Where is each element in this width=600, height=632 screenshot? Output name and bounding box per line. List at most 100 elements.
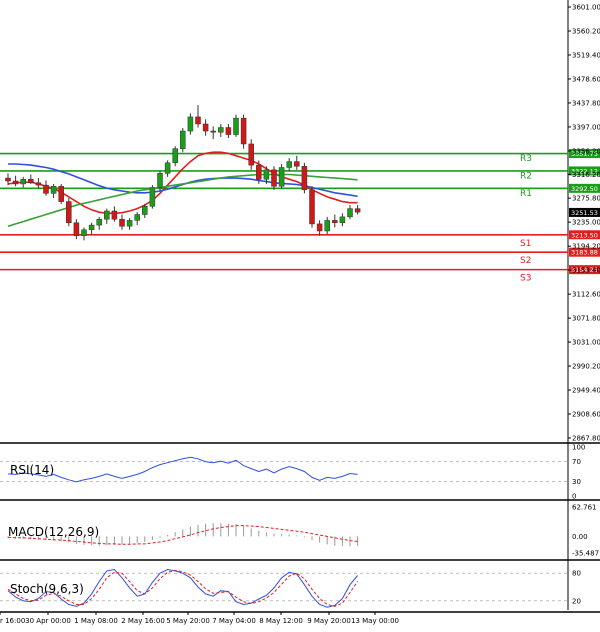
price-tick-label: 3397.00 (572, 123, 600, 131)
candle-body (35, 182, 42, 186)
stoch-line (7, 569, 359, 607)
candle-body (73, 222, 80, 236)
current-price-badge (569, 207, 600, 217)
macd-signal-line (7, 525, 358, 545)
candle-body (271, 169, 277, 187)
price-tick-label: 3235.00 (572, 219, 600, 227)
candle-body (149, 187, 156, 207)
candle-body (28, 178, 34, 184)
x-tick-label: 7 May 04:00 (212, 617, 256, 625)
level-name-label: R3 (520, 154, 532, 164)
rsi-tick-label: 30 (572, 478, 581, 486)
level-name-label: R1 (520, 189, 532, 199)
candle-body (12, 180, 19, 185)
candle-body (248, 143, 254, 166)
candle-body (218, 127, 224, 133)
candle-body (347, 208, 353, 218)
candle-body (180, 130, 186, 149)
candle-body (233, 117, 239, 135)
candle-body (66, 201, 72, 223)
stoch-tick-label: 80 (572, 570, 581, 578)
candle-body (301, 166, 308, 191)
candle-body (172, 148, 178, 164)
x-tick-label: 9 May 20:00 (307, 617, 351, 625)
candle-body (309, 189, 315, 225)
level-name-label: S2 (520, 256, 531, 266)
level-badge (569, 166, 600, 176)
price-tick-label: 3478.60 (572, 75, 600, 83)
stoch-line (7, 568, 358, 608)
price-tick-label: 3519.40 (572, 51, 600, 59)
level-value-label: 3322.12 (571, 167, 598, 175)
candle-body (286, 161, 292, 168)
macd-title: MACD(12,26,9) (8, 525, 99, 539)
level-value-label: 3292.50 (571, 185, 598, 193)
candle-body (256, 164, 262, 180)
rsi-tick-label: 100 (572, 444, 585, 452)
candle-body (324, 220, 330, 232)
candle-body (5, 177, 11, 182)
candle-body (88, 224, 95, 231)
rsi-line (7, 456, 358, 483)
candle-body (294, 161, 300, 167)
price-tick-label: 3112.60 (572, 291, 600, 299)
x-tick-label: 1 May 08:00 (74, 617, 118, 625)
x-tick-label: r 16:00 (0, 617, 25, 625)
price-tick-label: 3601.00 (572, 4, 600, 12)
price-tick-label: 2990.20 (572, 363, 600, 371)
candle-body (142, 206, 148, 215)
stoch-title: Stoch(9,6,3) (10, 582, 84, 596)
price-tick-label: 2908.60 (572, 411, 600, 419)
x-tick-label: 30 Apr 00:00 (25, 617, 71, 625)
macd-tick-label: 62.761 (572, 504, 597, 512)
macd-tick-label: 0.00 (572, 533, 588, 541)
candle-body (43, 184, 49, 194)
level-value-label: 3351.75 (571, 150, 598, 158)
candle-body (50, 186, 57, 194)
candle-body (195, 116, 201, 125)
candle-body (104, 210, 110, 220)
price-tick-label: 3194.20 (572, 243, 600, 251)
level-name-label: R2 (520, 171, 532, 181)
x-tick-label: 2 May 16:00 (121, 617, 165, 625)
level-value-label: 3213.50 (571, 231, 598, 239)
price-tick-label: 3437.80 (572, 99, 600, 107)
candle-body (96, 218, 102, 226)
candle-body (210, 130, 216, 133)
level-name-label: S1 (520, 239, 531, 249)
rsi-title: RSI(14) (10, 463, 54, 477)
candle-body (119, 218, 125, 227)
candle-body (157, 173, 163, 188)
candle-body (278, 167, 285, 187)
candle-body (134, 214, 140, 221)
price-tick-label: 3153.40 (572, 267, 600, 275)
candle-body (240, 117, 247, 145)
candle-body (164, 162, 171, 174)
level-badge (569, 265, 600, 275)
x-tick-label: 13 May 00:00 (351, 617, 399, 625)
x-tick-label: 5 May 20:00 (166, 617, 210, 625)
x-tick-label: 8 May 12:00 (259, 617, 303, 625)
candle-body (316, 223, 323, 232)
candle-body (202, 123, 209, 132)
candle-body (354, 208, 361, 213)
candle-body (58, 186, 64, 202)
candle-body (81, 229, 87, 236)
candle-body (111, 210, 118, 220)
level-value-label: 3154.25 (571, 266, 598, 274)
stoch-tick-label: 20 (572, 597, 581, 605)
current-price-label: 3251.53 (571, 209, 598, 217)
macd-tick-label: -35.487 (572, 550, 599, 558)
candle-body (263, 169, 270, 180)
price-tick-label: 3031.00 (572, 339, 600, 347)
candle-body (225, 127, 232, 135)
price-tick-label: 3071.80 (572, 315, 600, 323)
rsi-tick-label: 0 (572, 493, 576, 501)
candle-body (339, 216, 346, 223)
level-badge (569, 247, 600, 257)
level-badge (569, 183, 600, 193)
price-tick-label: 3316.20 (572, 171, 600, 179)
level-badge (569, 230, 600, 240)
